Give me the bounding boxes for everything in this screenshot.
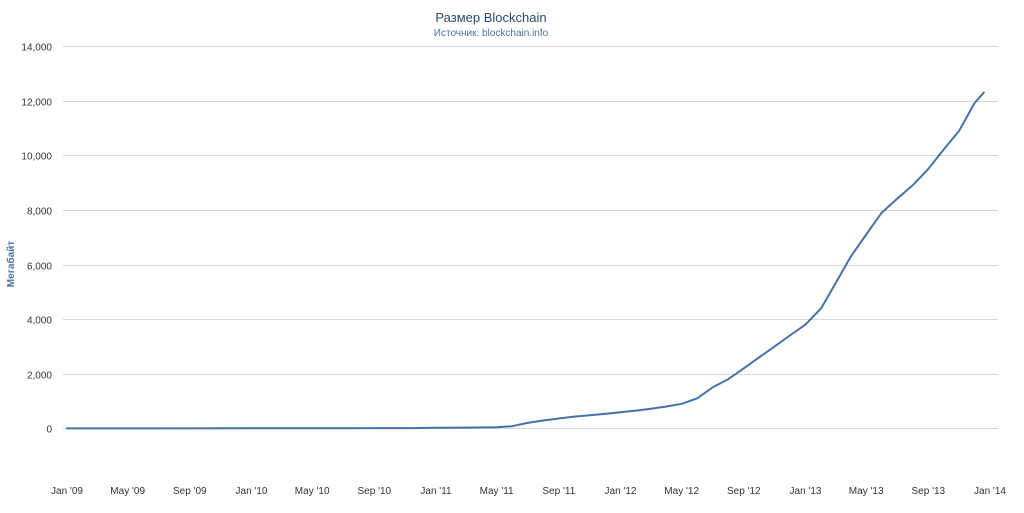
y-tick-label: 14,000 [21,43,52,54]
x-tick-label: Jan '09 [51,486,83,497]
y-tick-label: 0 [46,425,52,436]
grid-lines [63,46,998,429]
x-tick-label: Sep '10 [358,486,392,497]
y-tick-label: 4,000 [27,316,52,327]
chart-subtitle: Источник: blockchain.info [434,28,549,39]
x-tick-label: Jan '11 [420,486,452,497]
chart-title: Размер Blockchain [435,10,546,25]
x-tick-label: Jan '12 [605,486,637,497]
x-tick-label: Jan '10 [236,486,268,497]
y-tick-label: 12,000 [21,98,52,109]
x-tick-label: Jan '13 [790,486,822,497]
x-axis-ticks: Jan '09 May '09 Sep '09 Jan '10 May '10 Sep '… [51,486,1006,497]
x-tick-label: Sep '11 [542,486,575,497]
x-tick-label: May '09 [110,486,145,497]
y-axis-ticks: 0 2,000 4,000 6,000 8,000 10,000 12,000 14,000 [21,43,52,436]
series-line [66,91,985,430]
y-tick-label: 2,000 [27,371,52,382]
y-tick-label: 6,000 [27,262,52,273]
series-layer [66,91,985,430]
y-tick-label: 10,000 [21,152,52,163]
x-tick-label: Jan '14 [974,486,1006,497]
x-tick-label: May '10 [295,486,330,497]
x-tick-label: Sep '09 [173,486,207,497]
y-tick-label: 8,000 [27,207,52,218]
x-tick-label: May '13 [849,486,884,497]
x-tick-label: Sep '13 [912,486,946,497]
x-tick-label: Sep '12 [727,486,761,497]
x-tick-label: May '11 [480,486,514,497]
x-tick-label: May '12 [664,486,699,497]
y-axis-label: Мегабайт [5,241,17,288]
